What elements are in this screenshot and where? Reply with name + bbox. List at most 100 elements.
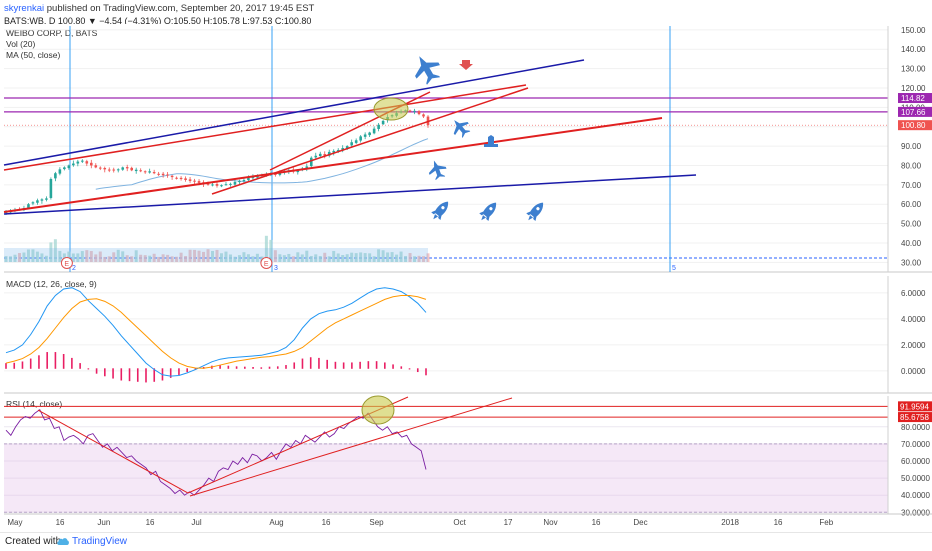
candle[interactable] [363,132,367,140]
candle[interactable] [309,156,313,169]
candle-body [134,169,138,172]
candle[interactable] [72,160,75,167]
candle[interactable] [89,159,93,169]
macd-histogram-bar [293,362,296,369]
candle[interactable] [45,196,48,202]
candle[interactable] [341,145,345,153]
macd-pane[interactable]: MACD (12, 26, close, 9) 6.0000 4.0000 2.00… [4,276,932,394]
macd-histogram-bar [5,363,7,369]
candle[interactable] [377,123,380,132]
candle[interactable] [148,168,151,174]
candle[interactable] [166,172,169,178]
candle[interactable] [54,171,57,182]
candle[interactable] [184,176,187,182]
macd-histogram-bar [21,361,24,369]
candle[interactable] [215,182,219,188]
steep-red-line[interactable] [211,87,529,195]
rsi-highlight-circle[interactable] [361,395,395,425]
candle[interactable] [381,119,385,125]
volume-bar [49,242,53,262]
candle-body [350,142,353,146]
time-tick-label: Sep [369,518,384,527]
candle[interactable] [157,171,160,176]
volume-bar [139,254,143,262]
candle[interactable] [193,178,196,184]
earnings-event-icon[interactable] [60,257,73,269]
candle[interactable] [372,126,376,135]
candle[interactable] [125,164,129,172]
candle[interactable] [413,108,416,115]
candle[interactable] [422,113,425,118]
rsi-down-trendline[interactable] [37,409,189,494]
chart-canvas[interactable]: WEIBO CORP, D, BATS Vol (20) MA (50, clo… [0,0,932,532]
candle[interactable] [134,167,138,174]
candle[interactable] [327,149,331,158]
candle-body [327,151,331,156]
candle[interactable] [31,201,35,206]
trendlines[interactable] [3,59,697,215]
candle[interactable] [49,177,53,200]
candle[interactable] [98,166,102,171]
candle[interactable] [152,169,156,175]
candle[interactable] [233,178,237,187]
rsi-trendlines[interactable] [37,395,513,497]
candle[interactable] [368,131,371,138]
candle[interactable] [305,163,309,172]
macd-histogram-bar [104,368,106,377]
upper-red-line[interactable] [3,84,527,171]
candle[interactable] [161,171,165,178]
candle[interactable] [220,184,223,188]
candle[interactable] [179,176,183,181]
candle[interactable] [354,138,358,145]
time-axis[interactable]: May 16 Jun 16 Jul Aug 16 Sep Oct 17 Nov 16 Dec 2018 16… [4,513,932,527]
lower-red-line[interactable] [3,117,663,213]
candle[interactable] [85,159,89,167]
price-pane[interactable]: WEIBO CORP, D, BATS Vol (20) MA (50, clo… [3,26,932,273]
candle[interactable] [94,163,98,169]
time-tick-label: Jun [97,518,110,527]
price-tick-label: 150.00 [901,26,926,35]
time-tick-label: Jul [191,518,201,527]
candle[interactable] [40,198,44,204]
candle[interactable] [359,135,362,143]
candle[interactable] [121,166,125,171]
candle[interactable] [350,139,353,148]
candle[interactable] [408,109,412,113]
candle[interactable] [238,179,241,185]
macd-histogram-bar [29,358,32,369]
candle[interactable] [143,170,147,174]
candle-body [58,169,62,174]
candle[interactable] [323,151,327,159]
candle[interactable] [76,159,80,167]
candle[interactable] [130,166,134,172]
candle[interactable] [103,166,107,173]
candle[interactable] [188,177,192,183]
volume-bar [296,252,300,262]
candle[interactable] [36,198,39,205]
candle[interactable] [417,110,421,116]
price-tick-label: 40.00 [901,239,922,248]
lower-blue-channel-line[interactable] [3,174,697,215]
candle[interactable] [332,149,336,156]
candle[interactable] [81,159,84,164]
author-link[interactable]: skyrenkai [4,3,45,14]
candle[interactable] [58,167,62,176]
upper-blue-channel-line[interactable] [3,59,585,166]
candle[interactable] [112,167,116,173]
earnings-event-icon[interactable] [260,257,273,269]
candle[interactable] [224,181,228,186]
candle-body [363,134,367,137]
rsi-pane[interactable]: RSI (14, close) 80.0000 70.0000 60.0000 50.… [4,395,932,517]
candle[interactable] [175,176,178,180]
rsi-up-trendline[interactable] [189,397,513,497]
candle[interactable] [67,164,71,170]
tradingview-brand-link[interactable]: TradingView [72,536,128,547]
candle[interactable] [170,174,174,180]
volume-bar [251,256,255,262]
candle[interactable] [63,166,66,171]
candle[interactable] [229,182,232,187]
top-highlight-circle[interactable] [373,97,409,121]
candle[interactable] [107,167,111,173]
candle[interactable] [139,168,142,173]
candle[interactable] [116,168,120,173]
